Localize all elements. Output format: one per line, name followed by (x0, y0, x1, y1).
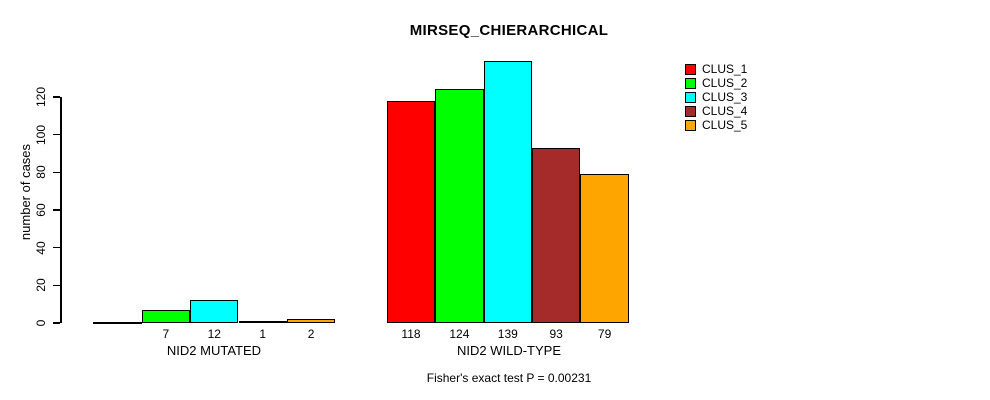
bar-value-label: 2 (307, 327, 315, 341)
bar-value-label: 1 (259, 327, 267, 341)
bar-clus_2-group1 (435, 89, 484, 323)
x-group-label-nid2-mutated: NID2 MUTATED (166, 343, 262, 358)
legend-label: CLUS_5 (702, 118, 748, 132)
bar-clus_4-group1 (532, 147, 581, 323)
bar-clus_1-group0 (93, 322, 142, 324)
y-tick-label: 0 (34, 319, 48, 327)
y-tick-label: 20 (34, 278, 48, 293)
legend-row: CLUS_3 (685, 90, 748, 104)
y-tick-label: 60 (34, 203, 48, 217)
pvalue-annotation: Fisher's exact test P = 0.00231 (426, 371, 592, 385)
bar-clus_4-group0 (238, 321, 287, 324)
y-tick-label: 100 (34, 124, 48, 145)
bar-clus_2-group0 (141, 309, 191, 323)
legend-label: CLUS_4 (702, 104, 748, 118)
legend-swatch-icon (685, 64, 696, 75)
y-tick-label: 120 (34, 86, 48, 108)
legend-swatch-icon (685, 106, 696, 117)
bar-value-label: 118 (401, 327, 421, 341)
y-tick-mark (53, 209, 60, 211)
legend-row: CLUS_4 (685, 104, 748, 118)
legend-swatch-icon (685, 120, 696, 131)
y-tick-label: 80 (34, 165, 48, 180)
bar-value-label: 93 (549, 327, 563, 341)
bar-clus_3-group0 (190, 300, 239, 323)
y-tick-label: 40 (34, 240, 48, 255)
bar-value-label: 7 (162, 327, 170, 341)
y-tick-mark (53, 284, 60, 287)
y-tick-mark (53, 246, 60, 249)
legend-label: CLUS_1 (702, 62, 748, 76)
y-tick-mark (53, 322, 60, 324)
bar-clus_5-group0 (286, 319, 336, 323)
legend-row: CLUS_5 (685, 118, 748, 132)
legend-label: CLUS_3 (702, 90, 748, 104)
legend-row: CLUS_1 (685, 62, 748, 76)
y-axis-line (60, 97, 62, 323)
legend-label: CLUS_2 (702, 76, 748, 90)
bar-clus_1-group1 (386, 100, 436, 323)
bar-value-label: 139 (497, 327, 518, 341)
y-tick-mark (53, 96, 60, 98)
bar-value-label: 79 (597, 327, 612, 341)
bar-value-label: 12 (207, 327, 221, 341)
bar-value-label: 124 (449, 327, 470, 341)
legend: CLUS_1 CLUS_2 CLUS_3 CLUS_4 CLUS_5 (685, 62, 748, 134)
legend-swatch-icon (685, 78, 696, 89)
legend-swatch-icon (685, 92, 696, 103)
y-tick-mark (53, 133, 60, 136)
legend-row: CLUS_2 (685, 76, 748, 90)
bar-clus_5-group1 (580, 174, 629, 323)
x-group-label-nid2-wild-type: NID2 WILD-TYPE (456, 343, 561, 358)
chart-title: MIRSEQ_CHIERARCHICAL (409, 22, 609, 39)
y-tick-mark (53, 171, 60, 174)
y-axis-title: number of cases (18, 143, 33, 241)
bar-clus_3-group1 (483, 61, 532, 323)
